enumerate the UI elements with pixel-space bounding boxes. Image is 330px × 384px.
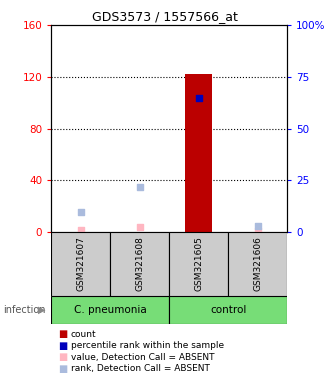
Text: rank, Detection Call = ABSENT: rank, Detection Call = ABSENT [71, 364, 210, 373]
Text: GSM321608: GSM321608 [135, 237, 144, 291]
Point [255, 223, 260, 229]
Text: percentile rank within the sample: percentile rank within the sample [71, 341, 224, 350]
Text: ▶: ▶ [38, 305, 45, 315]
Point [78, 209, 83, 215]
Bar [51, 296, 169, 324]
Point [137, 184, 142, 190]
Point [137, 224, 142, 230]
Text: GSM321605: GSM321605 [194, 237, 203, 291]
Text: control: control [210, 305, 246, 315]
Text: infection: infection [3, 305, 46, 315]
Text: GSM321607: GSM321607 [76, 237, 85, 291]
Text: GSM321606: GSM321606 [253, 237, 262, 291]
Text: ■: ■ [58, 329, 67, 339]
Bar [185, 74, 212, 232]
Bar [169, 296, 287, 324]
Text: value, Detection Call = ABSENT: value, Detection Call = ABSENT [71, 353, 214, 362]
Text: C. pneumonia: C. pneumonia [74, 305, 147, 315]
Point [196, 94, 201, 101]
Text: ■: ■ [58, 341, 67, 351]
Text: ■: ■ [58, 352, 67, 362]
Bar [110, 232, 169, 296]
Point [78, 227, 83, 233]
Bar [169, 232, 228, 296]
Text: ■: ■ [58, 364, 67, 374]
Bar [51, 232, 110, 296]
Point [255, 228, 260, 234]
Text: GDS3573 / 1557566_at: GDS3573 / 1557566_at [92, 10, 238, 23]
Text: count: count [71, 329, 97, 339]
Bar [228, 232, 287, 296]
